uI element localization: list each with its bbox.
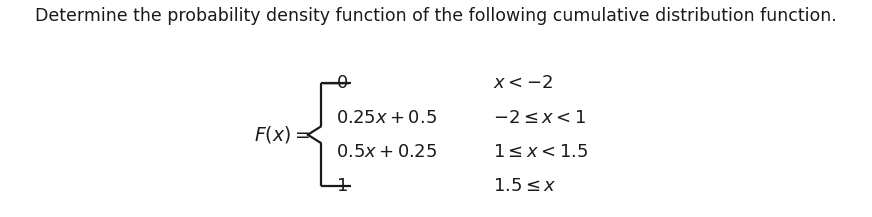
- Text: $x < -2$: $x < -2$: [493, 74, 553, 92]
- Text: $-2 \leq x < 1$: $-2 \leq x < 1$: [493, 109, 586, 127]
- Text: $1$: $1$: [336, 177, 347, 195]
- Text: $1 \leq x < 1.5$: $1 \leq x < 1.5$: [493, 143, 588, 161]
- Text: $0.5x + 0.25$: $0.5x + 0.25$: [336, 143, 437, 161]
- Text: $F(x) =$: $F(x) =$: [254, 124, 310, 145]
- Text: $1.5 \leq x$: $1.5 \leq x$: [493, 177, 556, 195]
- Text: $0.25x + 0.5$: $0.25x + 0.5$: [336, 109, 437, 127]
- Text: $0$: $0$: [336, 74, 348, 92]
- Text: Determine the probability density function of the following cumulative distribut: Determine the probability density functi…: [35, 7, 837, 25]
